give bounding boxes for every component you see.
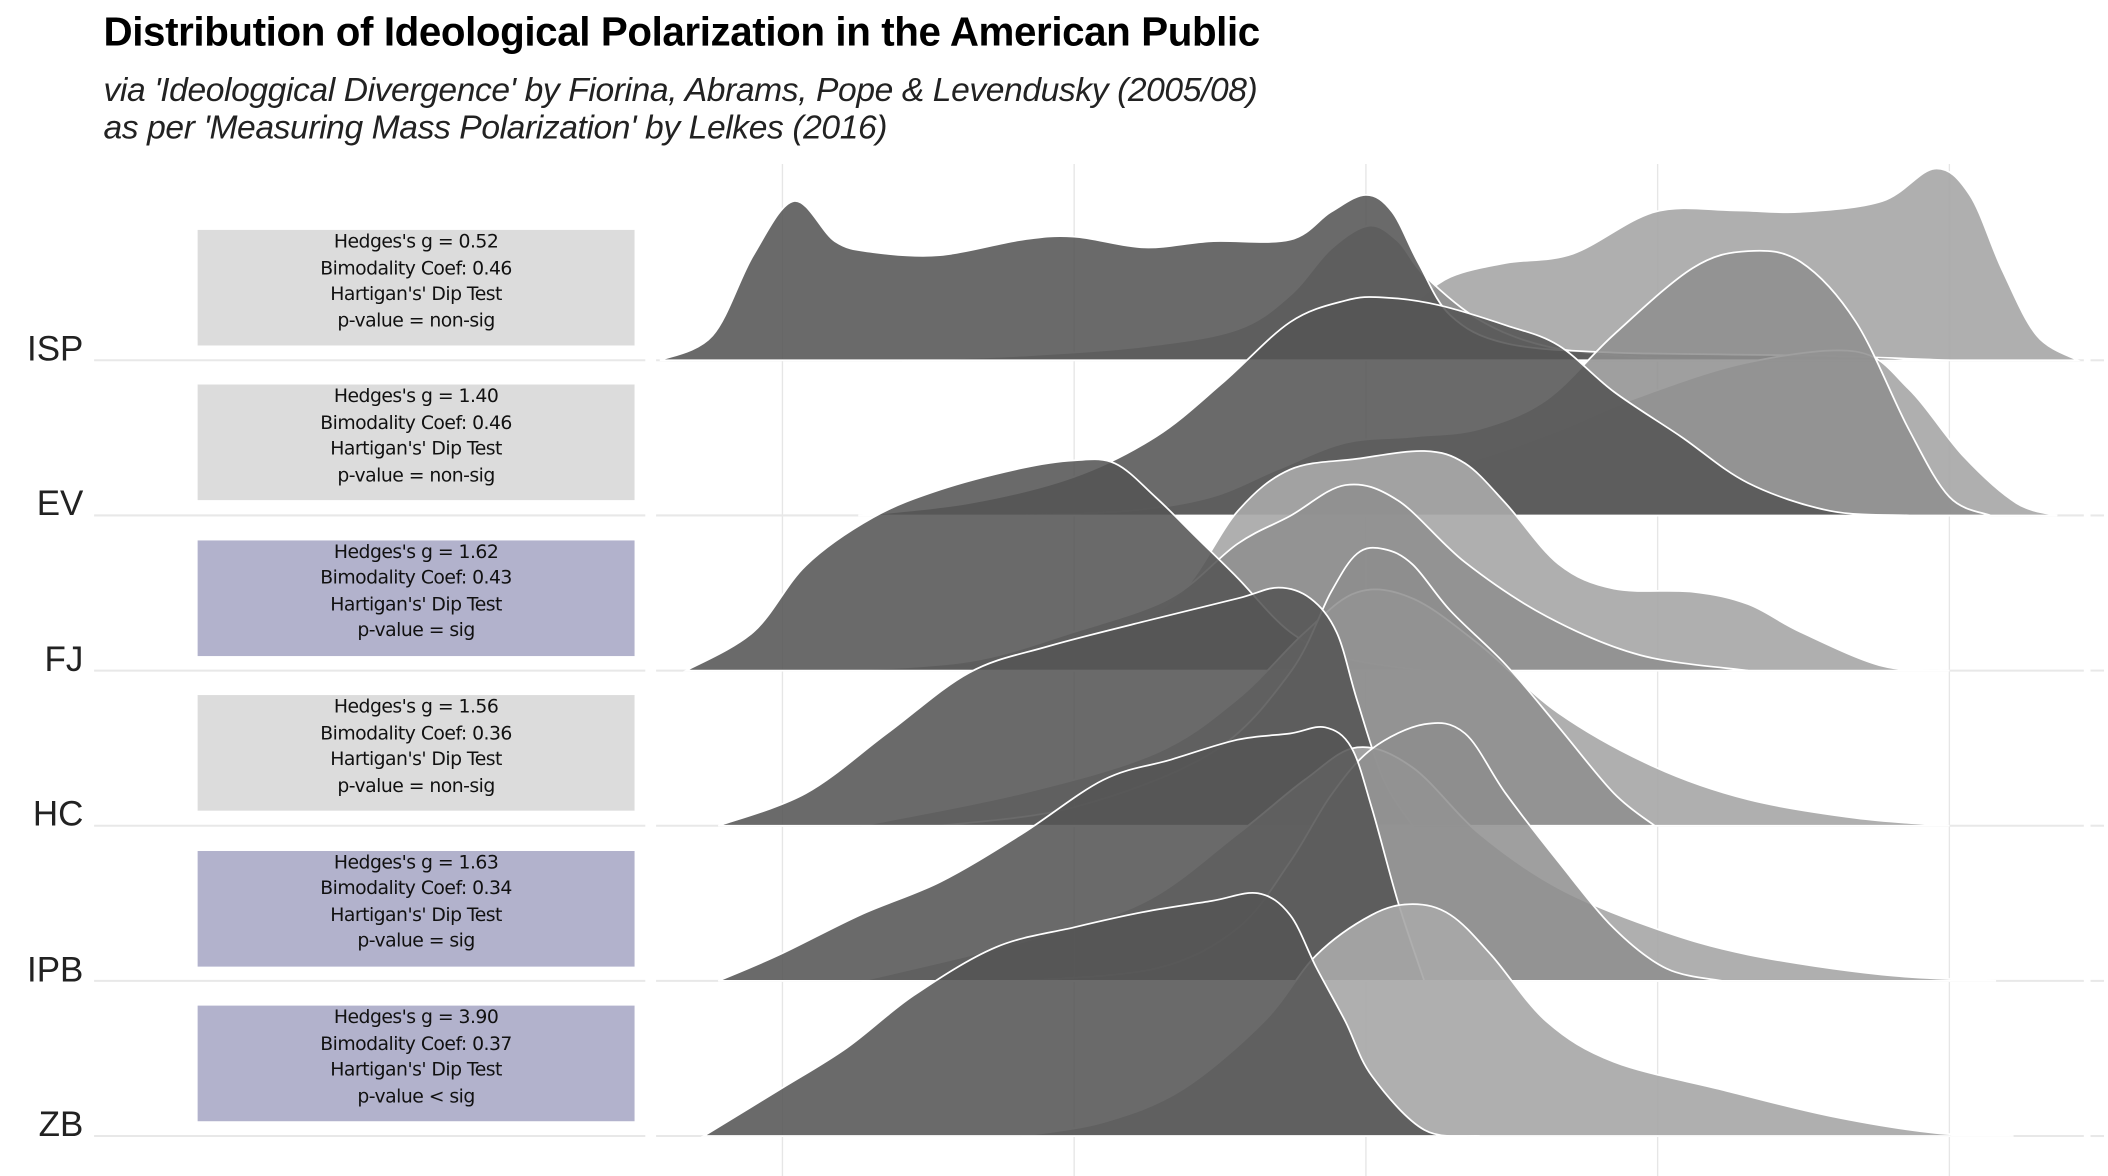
hedges-g-text: Hedges's g = 1.63 — [333, 851, 499, 874]
row-label-ev: EV — [36, 483, 84, 524]
chart-subtitle-line-1: via 'Ideologgical Divergence' by Fiorina… — [103, 71, 1258, 109]
hedges-g-text: Hedges's g = 3.90 — [333, 1006, 499, 1029]
row-label-zb: ZB — [38, 1103, 84, 1145]
p-value-text: p-value < sig — [357, 1085, 475, 1108]
stats-annotation-box: Hedges's g = 1.40 Bimodality Coef: 0.46 Ha… — [197, 385, 635, 501]
hedges-g-text: Hedges's g = 1.56 — [333, 696, 499, 719]
density-ridges — [659, 167, 2081, 1138]
chart-subtitle-line-2: as per 'Measuring Mass Polarization' by … — [103, 108, 888, 147]
stats-annotation-box: Hedges's g = 1.63 Bimodality Coef: 0.34 Ha… — [197, 850, 635, 967]
dip-test-text: Hartigan's' Dip Test — [330, 904, 502, 926]
bimodality-coef-text: Bimodality Coef: 0.43 — [320, 567, 512, 590]
p-value-text: p-value = non-sig — [337, 775, 495, 797]
row-label-hc: HC — [32, 793, 84, 834]
p-value-text: p-value = sig — [357, 930, 475, 952]
p-value-text: p-value = non-sig — [337, 309, 495, 332]
p-value-text: p-value = non-sig — [337, 465, 495, 487]
dip-test-text: Hartigan's' Dip Test — [330, 283, 502, 306]
dip-test-text: Hartigan's' Dip Test — [330, 749, 502, 771]
stats-annotation-box: Hedges's g = 0.52 Bimodality Coef: 0.46 Ha… — [197, 229, 635, 346]
stats-annotation-box: Hedges's g = 1.56 Bimodality Coef: 0.36 Ha… — [197, 695, 635, 811]
row-label-fj: FJ — [44, 638, 84, 679]
bimodality-coef-text: Bimodality Coef: 0.37 — [320, 1033, 512, 1055]
ridge-row-zb — [700, 891, 2014, 1138]
bimodality-coef-text: Bimodality Coef: 0.36 — [320, 722, 512, 745]
density-group-dark — [700, 891, 1480, 1138]
hedges-g-text: Hedges's g = 1.62 — [333, 541, 499, 564]
row-label-isp: ISP — [26, 328, 84, 369]
row-label-ipb: IPB — [26, 948, 84, 989]
ridge-row-ev — [858, 249, 2058, 517]
bimodality-coef-text: Bimodality Coef: 0.46 — [320, 257, 512, 279]
stats-annotation-box: Hedges's g = 3.90 Bimodality Coef: 0.37 Ha… — [197, 1005, 635, 1122]
dip-test-text: Hartigan's' Dip Test — [330, 1059, 502, 1081]
hedges-g-text: Hedges's g = 1.40 — [333, 386, 499, 408]
bimodality-coef-text: Bimodality Coef: 0.46 — [320, 412, 512, 435]
hedges-g-text: Hedges's g = 0.52 — [333, 231, 499, 253]
p-value-text: p-value = sig — [357, 620, 475, 642]
stats-annotation-box: Hedges's g = 1.62 Bimodality Coef: 0.43 Ha… — [197, 540, 635, 656]
bimodality-coef-text: Bimodality Coef: 0.34 — [320, 878, 512, 900]
chart-title: Distribution of Ideological Polarization… — [103, 10, 1261, 56]
dip-test-text: Hartigan's' Dip Test — [330, 593, 502, 616]
dip-test-text: Hartigan's' Dip Test — [330, 438, 502, 461]
